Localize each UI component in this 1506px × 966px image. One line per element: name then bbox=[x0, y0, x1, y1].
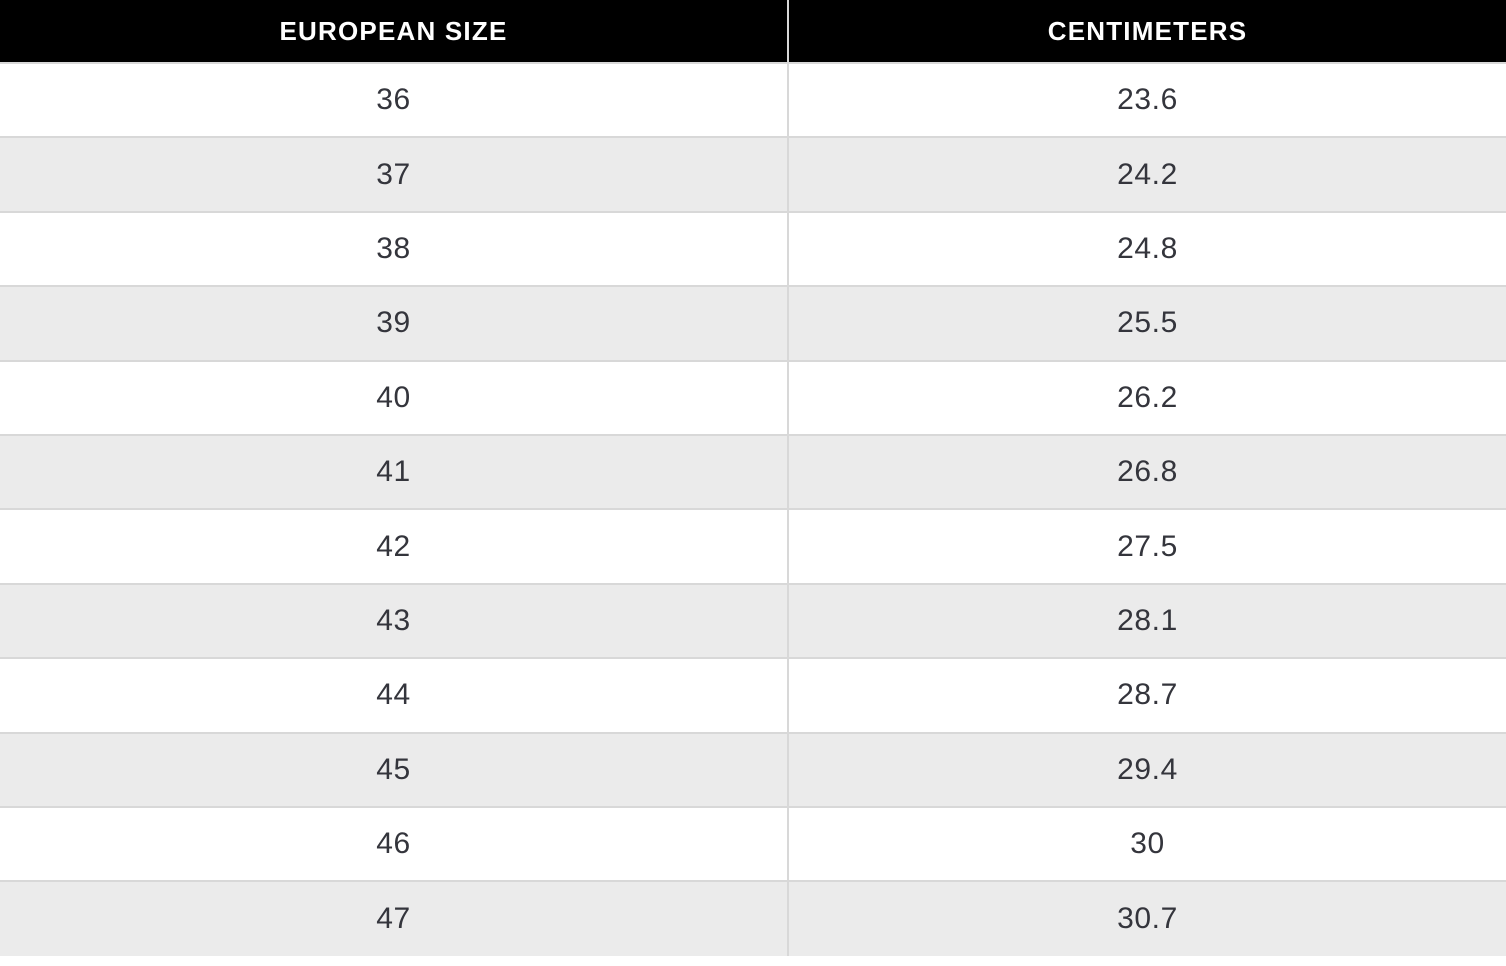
centimeters-cell: 29.4 bbox=[788, 731, 1506, 807]
european-size-cell: 44 bbox=[0, 657, 789, 733]
european-size-cell: 45 bbox=[0, 731, 789, 807]
centimeters-cell: 24.2 bbox=[788, 136, 1506, 212]
european-size-cell: 40 bbox=[0, 359, 789, 435]
european-size-cell: 43 bbox=[0, 582, 789, 659]
table-row: 44 28.7 bbox=[0, 657, 1506, 733]
table-row: 37 24.2 bbox=[0, 136, 1506, 212]
centimeters-cell: 27.5 bbox=[788, 508, 1506, 584]
european-size-cell: 46 bbox=[0, 805, 789, 882]
table-row: 40 26.2 bbox=[0, 359, 1506, 435]
table-row: 43 28.1 bbox=[0, 582, 1506, 659]
european-size-cell: 47 bbox=[0, 880, 789, 956]
centimeters-cell: 30 bbox=[788, 805, 1506, 882]
column-header-european-size: EUROPEAN SIZE bbox=[0, 0, 789, 63]
european-size-cell: 36 bbox=[0, 61, 789, 138]
european-size-cell: 37 bbox=[0, 136, 789, 212]
centimeters-cell: 26.8 bbox=[788, 433, 1506, 510]
centimeters-cell: 25.5 bbox=[788, 285, 1506, 361]
table-row: 36 23.6 bbox=[0, 61, 1506, 138]
european-size-cell: 39 bbox=[0, 285, 789, 361]
table-row: 46 30 bbox=[0, 805, 1506, 882]
table-row: 45 29.4 bbox=[0, 731, 1506, 807]
european-size-cell: 42 bbox=[0, 508, 789, 584]
table-row: 38 24.8 bbox=[0, 210, 1506, 287]
table-row: 47 30.7 bbox=[0, 880, 1506, 956]
table-row: 41 26.8 bbox=[0, 433, 1506, 510]
centimeters-cell: 24.8 bbox=[788, 210, 1506, 287]
table-header-row: EUROPEAN SIZE CENTIMETERS bbox=[0, 0, 1506, 63]
european-size-cell: 41 bbox=[0, 433, 789, 510]
centimeters-cell: 28.1 bbox=[788, 582, 1506, 659]
european-size-cell: 38 bbox=[0, 210, 789, 287]
centimeters-cell: 26.2 bbox=[788, 359, 1506, 435]
centimeters-cell: 30.7 bbox=[788, 880, 1506, 956]
centimeters-cell: 23.6 bbox=[788, 61, 1506, 138]
column-header-centimeters: CENTIMETERS bbox=[788, 0, 1506, 63]
table-body: 36 23.6 37 24.2 38 24.8 39 25.5 40 26.2 … bbox=[0, 61, 1506, 956]
centimeters-cell: 28.7 bbox=[788, 657, 1506, 733]
table-row: 42 27.5 bbox=[0, 508, 1506, 584]
table-row: 39 25.5 bbox=[0, 285, 1506, 361]
